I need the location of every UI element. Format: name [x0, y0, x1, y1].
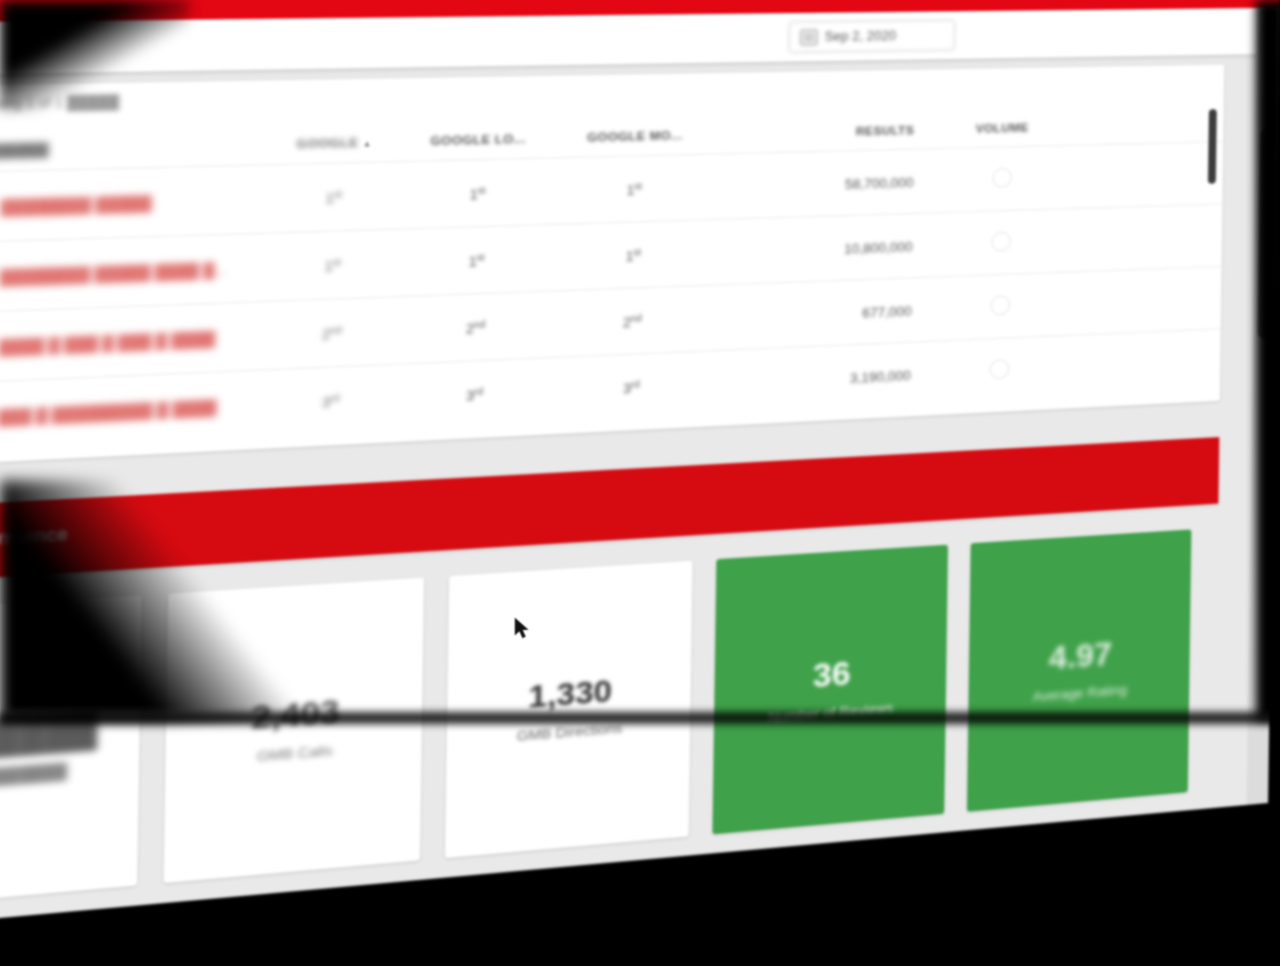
- results-value: 3,190,000: [708, 367, 921, 393]
- keyword-table-card: Showing 1 of 1 █████ ████████ GOOGLE ▲ G…: [0, 65, 1224, 465]
- column-google[interactable]: GOOGLE ▲: [270, 136, 398, 152]
- column-results[interactable]: RESULTS: [712, 125, 925, 142]
- calendar-icon: [800, 29, 817, 45]
- metric-card[interactable]: ███████ ███ ███████: [0, 595, 142, 909]
- metric-value: 4.97: [1049, 635, 1113, 677]
- column-google-mobile[interactable]: GOOGLE MO...: [557, 129, 712, 145]
- column-volume[interactable]: VOLUME: [925, 121, 1079, 137]
- table-scrollbar-thumb[interactable]: [1208, 109, 1217, 184]
- volume-info-icon[interactable]: [992, 168, 1012, 188]
- metric-label: ███ ███████: [0, 762, 67, 789]
- metric-value: 2,403: [251, 693, 340, 737]
- keyword-link[interactable]: ████████ █████: [1, 194, 152, 215]
- results-value: 677,000: [709, 302, 922, 326]
- metric-value: 36: [812, 654, 850, 696]
- keyword-link[interactable]: ███ █ █████████ █ ████: [0, 398, 217, 425]
- metric-card-gmb-directions[interactable]: 1,330 GMB Directions: [445, 561, 692, 858]
- keyword-link[interactable]: ████ █ ███ █ ███ █ ████: [0, 330, 215, 355]
- window-scrollbar-thumb[interactable]: [1258, 128, 1274, 339]
- keyword-link[interactable]: ████████ █████ ████ █...: [0, 261, 227, 285]
- window-scrollbar-track[interactable]: [1247, 8, 1279, 805]
- mouse-cursor: [513, 617, 531, 641]
- results-value: 10,800,000: [710, 238, 923, 261]
- metric-card-gmb-calls[interactable]: 2,403 GMB Calls: [164, 578, 424, 884]
- metric-card-rating[interactable]: 4.97 Average Rating: [967, 529, 1191, 811]
- sort-asc-icon: ▲: [362, 139, 372, 149]
- banner-title: Performance: [0, 526, 68, 553]
- volume-info-icon[interactable]: [990, 295, 1010, 315]
- metric-value: ███████: [0, 710, 98, 762]
- metric-cards-row: █████ ████ █████ ███████ ███ ███████ 2,4…: [0, 529, 1203, 938]
- metric-label: Number of Reviews: [768, 700, 893, 725]
- volume-info-icon[interactable]: [989, 359, 1009, 379]
- volume-info-icon[interactable]: [991, 232, 1011, 252]
- metric-card-reviews[interactable]: 36 Number of Reviews: [712, 545, 947, 835]
- results-value: 58,700,000: [711, 174, 924, 196]
- metric-label: Average Rating: [1033, 682, 1127, 705]
- metric-value: 1,330: [528, 673, 612, 716]
- date-range-picker[interactable]: Sep 2, 2020: [788, 20, 955, 53]
- column-keyword[interactable]: ████████: [0, 139, 270, 160]
- date-range-value: Sep 2, 2020: [825, 29, 896, 45]
- metric-label: GMB Calls: [257, 742, 333, 764]
- photographed-screen: ██████ ████████ ██████|███ █████████████…: [0, 0, 1280, 720]
- metric-label: GMB Directions: [517, 719, 623, 743]
- column-google-local[interactable]: GOOGLE LO...: [398, 133, 557, 150]
- table-showing-text: Showing 1 of 1 █████: [0, 94, 119, 113]
